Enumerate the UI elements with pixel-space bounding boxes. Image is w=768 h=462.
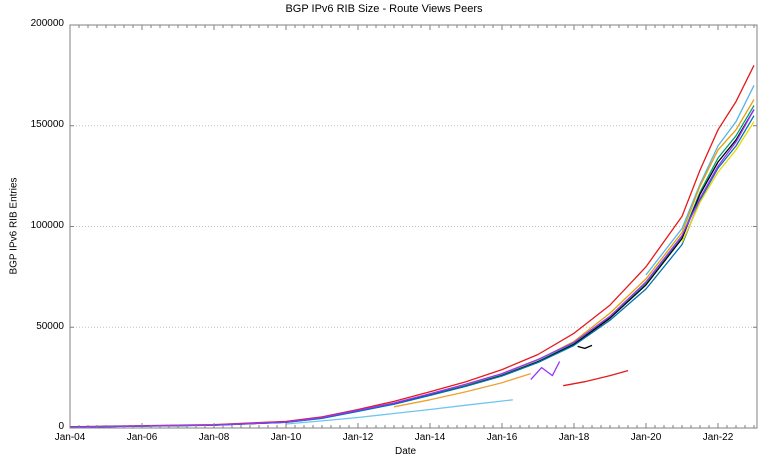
gridlines bbox=[70, 125, 757, 328]
x-tick-jan-08: Jan-08 bbox=[198, 432, 230, 443]
x-axis-label: Date bbox=[395, 446, 417, 457]
axis-ticks bbox=[69, 24, 757, 429]
series-peer-red-high bbox=[69, 65, 755, 428]
x-tick-jan-18: Jan-18 bbox=[558, 432, 590, 443]
x-tick-jan-20: Jan-20 bbox=[630, 432, 662, 443]
x-tick-jan-06: Jan-06 bbox=[126, 432, 158, 443]
y-tick-200000: 200000 bbox=[30, 18, 64, 29]
series-peer-cyan-high bbox=[645, 85, 755, 276]
series-peer-green bbox=[69, 105, 755, 428]
series-peer-black-segment bbox=[577, 344, 593, 350]
plot-frame bbox=[69, 24, 758, 429]
series-peer-purple-fragments bbox=[530, 361, 561, 381]
x-tick-jan-22: Jan-22 bbox=[702, 432, 734, 443]
series-peer-yellow bbox=[681, 121, 755, 243]
x-tick-jan-14: Jan-14 bbox=[414, 432, 446, 443]
series-peer-purple bbox=[69, 109, 755, 428]
y-tick-0: 0 bbox=[58, 421, 64, 432]
x-tick-jan-12: Jan-12 bbox=[342, 432, 374, 443]
chart-title: BGP IPv6 RIB Size - Route Views Peers bbox=[285, 3, 483, 15]
data-series bbox=[69, 65, 755, 428]
series-peer-orange bbox=[69, 99, 755, 428]
x-tick-jan-10: Jan-10 bbox=[270, 432, 302, 443]
y-tick-100000: 100000 bbox=[30, 220, 64, 231]
series-peer-blue bbox=[69, 115, 755, 428]
y-tick-150000: 150000 bbox=[30, 119, 64, 130]
x-tick-jan-04: Jan-04 bbox=[54, 432, 86, 443]
series-peer-lightblue-low bbox=[285, 399, 513, 425]
x-tick-jan-16: Jan-16 bbox=[486, 432, 518, 443]
y-tick-50000: 50000 bbox=[36, 321, 64, 332]
series-peer-orange-low bbox=[393, 372, 531, 408]
series-peer-red-low bbox=[563, 369, 629, 387]
